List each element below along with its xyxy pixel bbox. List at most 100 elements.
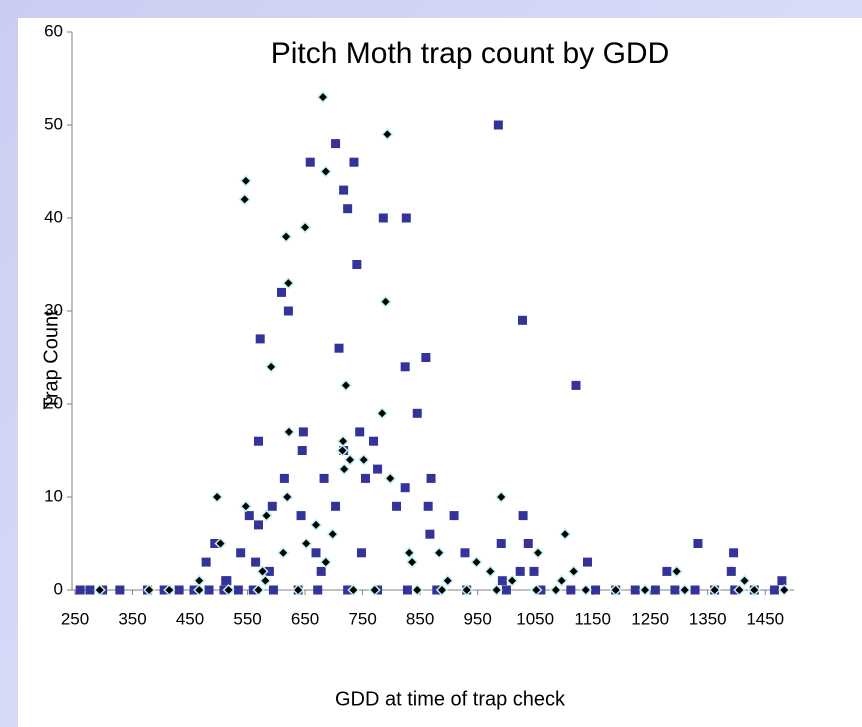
x-tick-label: 450 [176, 609, 204, 628]
y-tick-label: 40 [44, 207, 63, 226]
point [252, 583, 265, 597]
x-tick-label: 550 [233, 609, 261, 628]
point [769, 585, 779, 595]
point [238, 193, 251, 206]
point [470, 556, 483, 569]
point [690, 585, 700, 595]
point [356, 548, 366, 558]
point [279, 473, 289, 483]
x-tick-label: 950 [463, 609, 491, 628]
point [729, 548, 739, 558]
point [244, 511, 254, 521]
point [319, 556, 332, 569]
point [338, 463, 351, 476]
point [343, 204, 353, 214]
y-tick-label: 10 [44, 486, 63, 505]
point [163, 583, 176, 597]
point [264, 566, 274, 576]
point [299, 221, 312, 234]
x-tick-label: 350 [118, 609, 146, 628]
point [253, 520, 263, 530]
point [276, 287, 286, 297]
point [222, 583, 235, 597]
point [297, 446, 307, 455]
y-tick-label: 0 [54, 579, 63, 598]
point [425, 529, 435, 539]
point [566, 585, 576, 595]
point [433, 546, 446, 559]
point [379, 295, 392, 308]
point [93, 583, 106, 597]
point [495, 490, 508, 504]
point [326, 528, 339, 541]
point [376, 407, 389, 420]
point [411, 583, 424, 597]
point [369, 436, 379, 446]
point [400, 362, 410, 372]
point [402, 585, 412, 595]
x-axis-label: GDD at time of trap check [335, 688, 566, 710]
point [283, 306, 293, 316]
point [412, 408, 422, 418]
point [309, 518, 323, 531]
point [368, 583, 381, 597]
point [259, 574, 272, 587]
point [506, 574, 519, 587]
point [460, 583, 473, 597]
point [319, 473, 329, 483]
point [347, 583, 360, 597]
point [313, 585, 323, 595]
point [357, 453, 370, 466]
point [268, 585, 278, 595]
point [406, 556, 419, 569]
y-tick-label: 20 [44, 393, 63, 412]
x-tick-label: 1350 [689, 609, 727, 628]
point [239, 500, 252, 513]
point [426, 473, 436, 483]
point [518, 511, 528, 521]
point [201, 557, 211, 567]
point [214, 537, 227, 550]
point [559, 528, 572, 541]
point [267, 501, 277, 511]
point [316, 566, 326, 576]
chart-area [18, 18, 862, 727]
x-tick-label: 250 [61, 609, 89, 628]
point [441, 574, 454, 587]
point [401, 213, 411, 223]
point [496, 539, 506, 548]
point [403, 546, 416, 559]
point [400, 483, 410, 493]
point [638, 583, 652, 597]
point [355, 427, 365, 437]
point [571, 380, 581, 390]
y-tick-label: 30 [44, 300, 63, 319]
point [609, 583, 622, 597]
point [449, 511, 459, 521]
point [662, 566, 672, 576]
point [529, 566, 539, 576]
point [384, 472, 397, 485]
point [360, 473, 370, 483]
chart-title: Pitch Moth trap count by GDD [271, 37, 670, 70]
point [331, 501, 341, 511]
point [233, 585, 243, 595]
point [650, 585, 660, 595]
x-tick-label: 850 [406, 609, 434, 628]
point [239, 174, 252, 187]
point [484, 565, 497, 578]
point [281, 490, 294, 504]
point [282, 277, 295, 290]
point [300, 537, 313, 550]
point [334, 343, 344, 353]
point [174, 585, 184, 595]
point [256, 565, 269, 578]
point [143, 583, 156, 597]
point [678, 583, 691, 597]
point [567, 565, 580, 578]
point [778, 583, 791, 597]
point [583, 557, 593, 567]
point [460, 548, 470, 558]
